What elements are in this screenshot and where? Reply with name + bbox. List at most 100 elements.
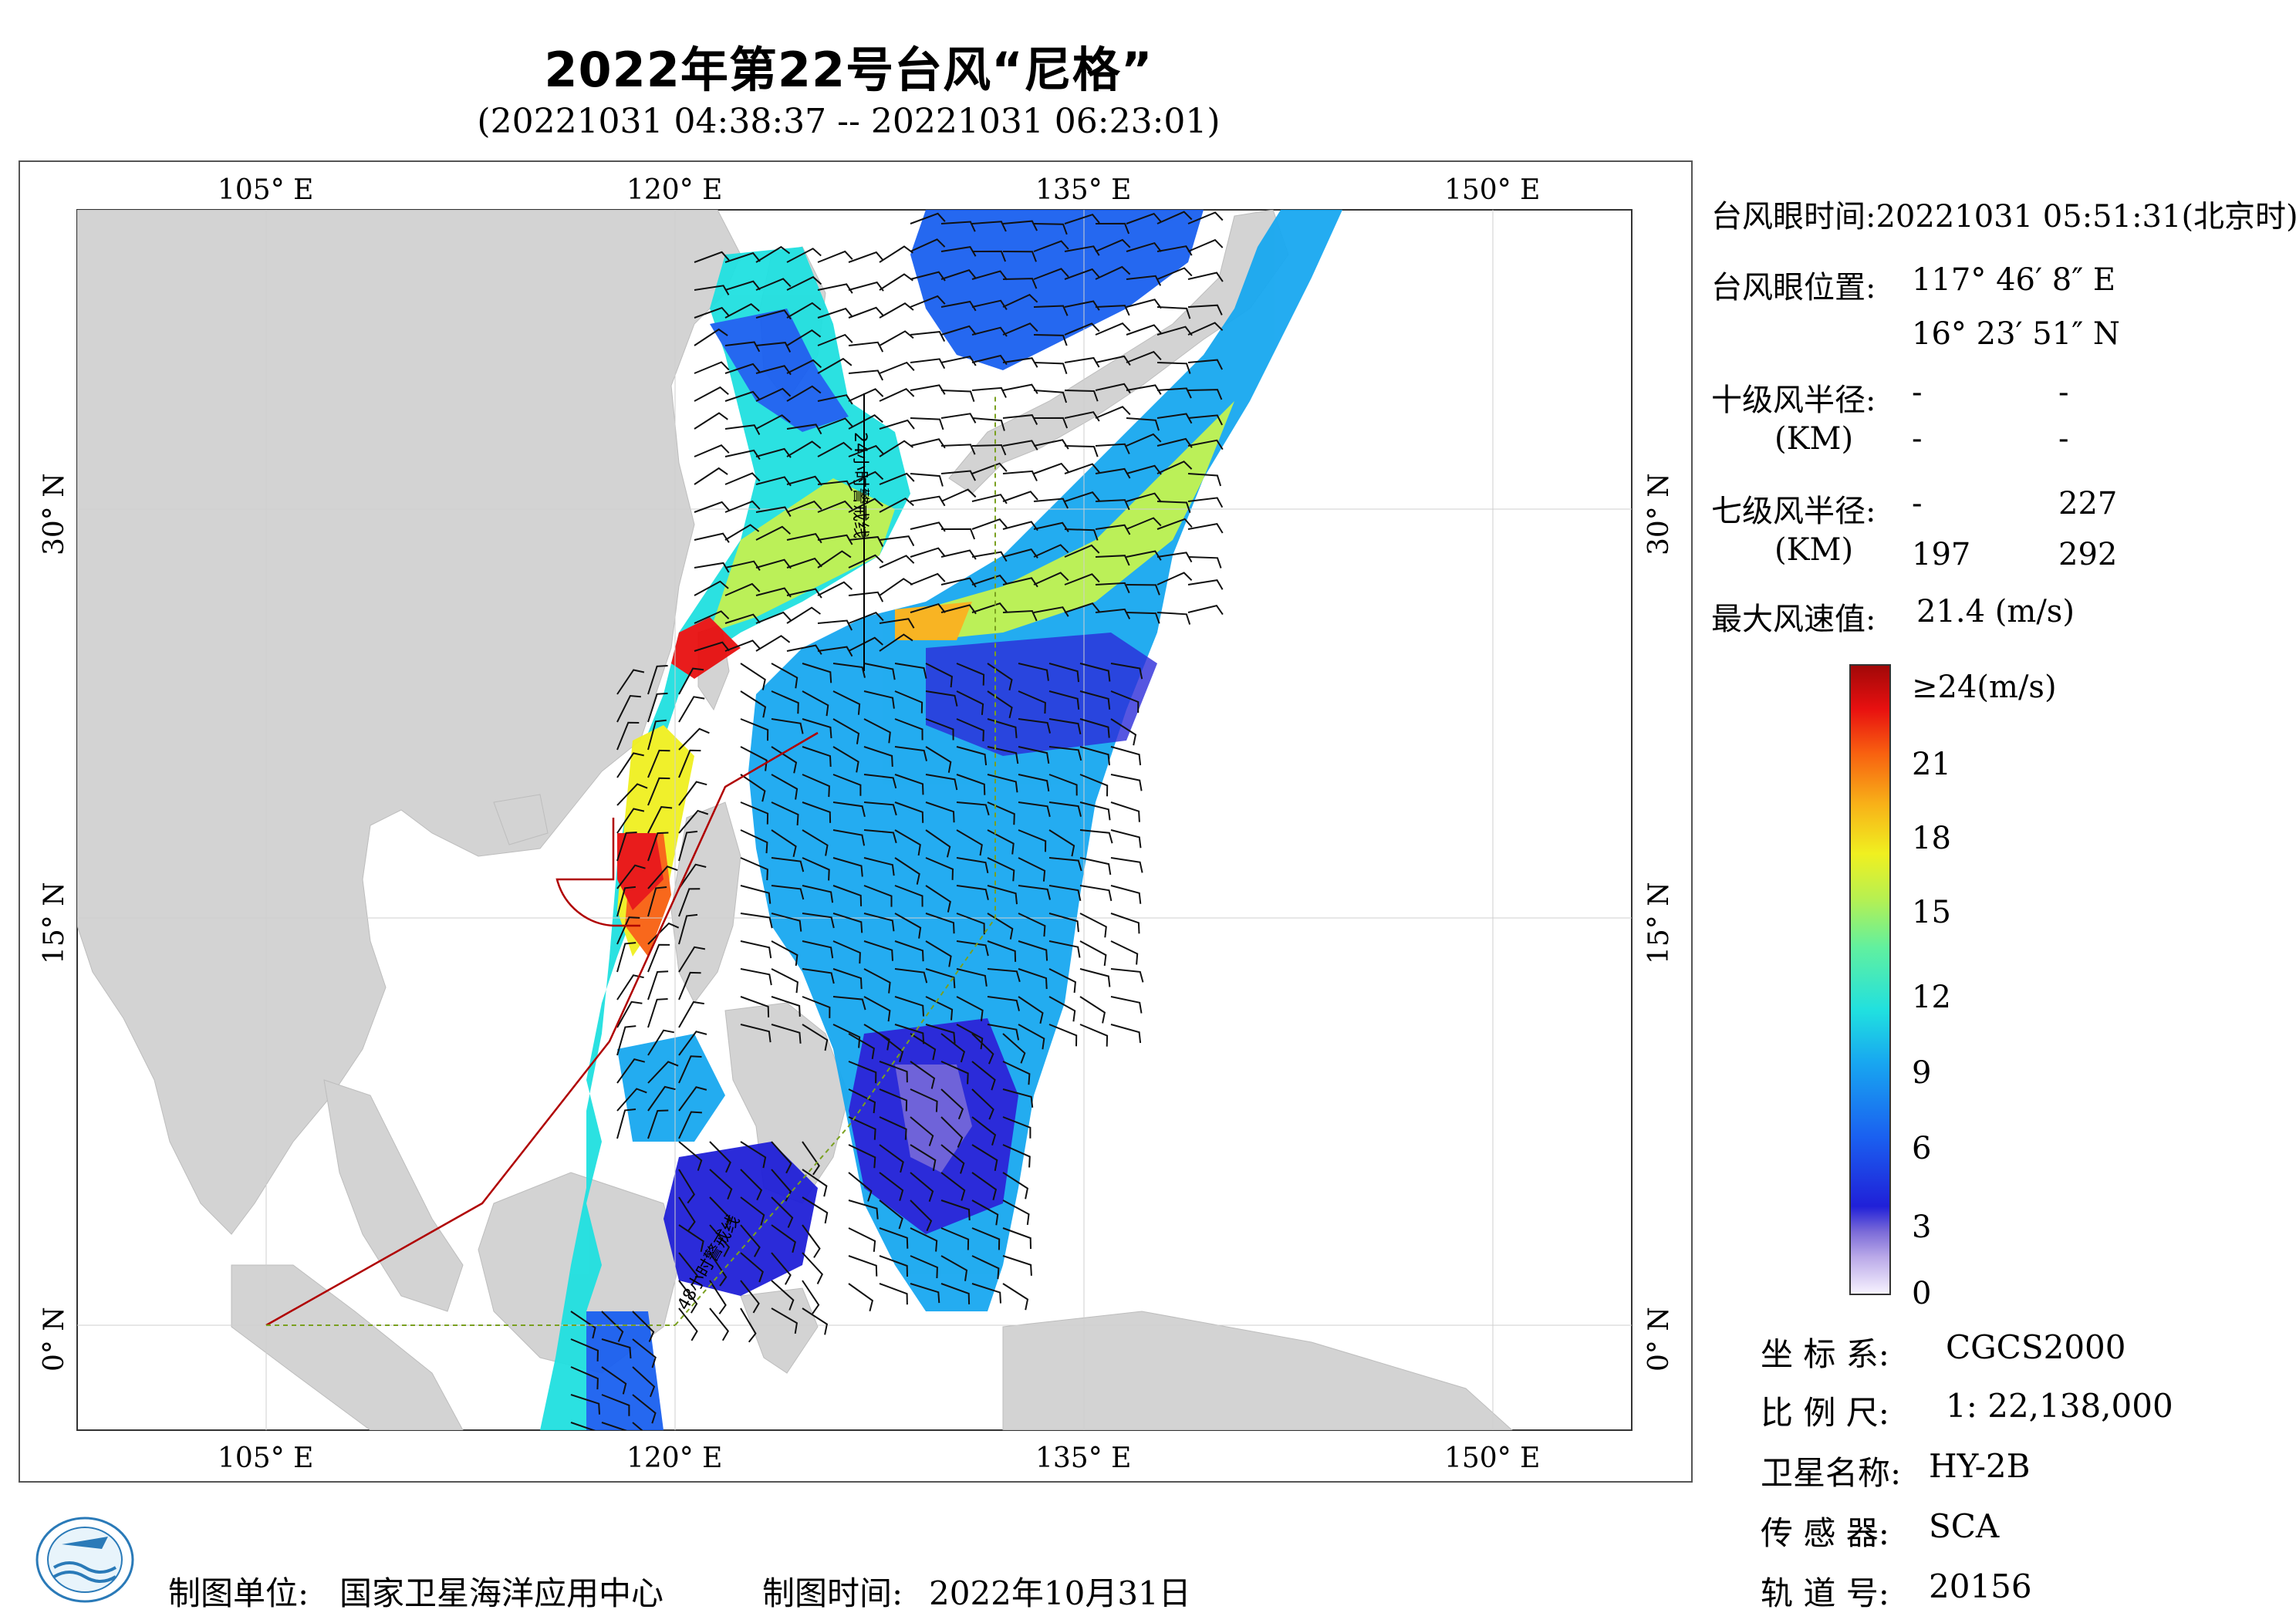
wind-barb (1156, 461, 1193, 474)
wind-barb (647, 749, 670, 778)
wind-barb (940, 1116, 964, 1148)
wind-barb (940, 1227, 970, 1250)
nsoas-logo (35, 1517, 134, 1603)
wind-barb (1002, 1200, 1030, 1226)
wind-barb (694, 306, 730, 319)
wind-barb (1156, 306, 1191, 319)
wind-barb (724, 613, 761, 624)
wind-barb (987, 1024, 1020, 1041)
wind-barb (987, 857, 1015, 882)
wind-barb (740, 690, 767, 718)
wind-barb (1187, 556, 1222, 569)
wind-barb (848, 1283, 874, 1311)
wind-barb (678, 913, 698, 945)
wind-barb (925, 996, 954, 1021)
wind-barb (879, 419, 915, 430)
wind-barb (647, 832, 669, 862)
wind-barb (956, 663, 985, 686)
colorbar-label-0: 0 (1912, 1276, 1932, 1311)
wind-barb (879, 1283, 908, 1305)
r7-label: 七级风半径: (1711, 494, 1876, 529)
wind-barb (601, 1422, 627, 1430)
wind-barb (678, 1169, 696, 1204)
wind-barb (678, 696, 705, 723)
wind-barb (1064, 544, 1100, 558)
wind-barb (1048, 857, 1082, 872)
wind-barb (940, 1172, 966, 1201)
wind-barb (971, 1172, 998, 1200)
wind-barb (771, 746, 798, 774)
wind-barb (848, 1255, 878, 1277)
r10-value-nw: - (2058, 421, 2069, 457)
wind-barb (755, 525, 791, 541)
wind-barb (678, 667, 704, 695)
wind-barb (570, 1366, 599, 1390)
wind-barb (1079, 968, 1111, 987)
wind-barb (1156, 572, 1193, 585)
wind-barb (709, 1196, 731, 1229)
wind-barb (724, 341, 761, 353)
wind-barb (1156, 413, 1193, 424)
wind-barb (1018, 829, 1047, 852)
wind-barb (832, 718, 860, 744)
wind-barb (1002, 414, 1038, 425)
wind-barb (678, 1280, 698, 1314)
wind-barb (863, 996, 891, 1022)
wind-barb (1064, 390, 1099, 402)
wind-barb (802, 885, 834, 903)
wind-barb (863, 885, 893, 907)
wind-barb (1048, 968, 1076, 994)
wind-barb (879, 535, 915, 547)
wind-barb (647, 1109, 669, 1139)
wind-barb (786, 329, 822, 346)
wind-barb (925, 690, 958, 707)
wind-barb (740, 829, 768, 854)
wind-barb (1018, 996, 1044, 1024)
wind-barb (678, 971, 701, 1000)
land-masses (77, 210, 1513, 1430)
wind-barb (678, 1224, 704, 1253)
wind-barb (570, 1394, 600, 1415)
wind-barb (879, 1088, 908, 1112)
wind-barb (1033, 223, 1068, 235)
wind-barb (1079, 774, 1109, 797)
max-wind-label: 最大风速值: (1711, 602, 1876, 637)
wind-barb (802, 1224, 821, 1258)
wind-barb (894, 996, 924, 1017)
wind-barb (1126, 299, 1162, 309)
scale-label: 比 例 尺: (1761, 1394, 1889, 1432)
wind-barb (1002, 548, 1038, 558)
wind-barb (1110, 829, 1142, 849)
wind-barb (1018, 718, 1051, 734)
r7-value-ne: - (1912, 486, 1923, 521)
wind-barb (1156, 211, 1193, 224)
wind-barb (817, 534, 853, 545)
wind-barb (771, 1024, 802, 1044)
wind-barb (832, 940, 861, 964)
wind-barb (987, 718, 1018, 738)
wind-barb (1018, 690, 1046, 714)
wind-barb (678, 1141, 703, 1171)
wind-barb (1033, 606, 1069, 617)
wind-barb (879, 1227, 909, 1249)
wind-barb (832, 663, 866, 678)
wind-barb (740, 1196, 765, 1226)
wind-barb (879, 1255, 908, 1277)
wind-barb (1033, 498, 1069, 509)
wind-barb (894, 774, 924, 795)
wind-barb (709, 1169, 733, 1200)
left-axis-label-15n: 15° N (39, 882, 70, 964)
wind-barb (709, 1252, 728, 1287)
map-panel (19, 160, 1693, 1483)
wind-barb (802, 829, 829, 856)
wind-barb (755, 245, 791, 263)
wind-barb (1187, 322, 1224, 336)
wind-barb (848, 341, 884, 353)
wind-barb (755, 611, 792, 624)
wind-barb (956, 940, 989, 957)
wind-barb (709, 1141, 731, 1173)
r10-value-sw: - (1912, 421, 1923, 457)
wind-barb (987, 746, 1019, 764)
wind-barb (1079, 690, 1111, 710)
wind-barb (987, 913, 1014, 940)
